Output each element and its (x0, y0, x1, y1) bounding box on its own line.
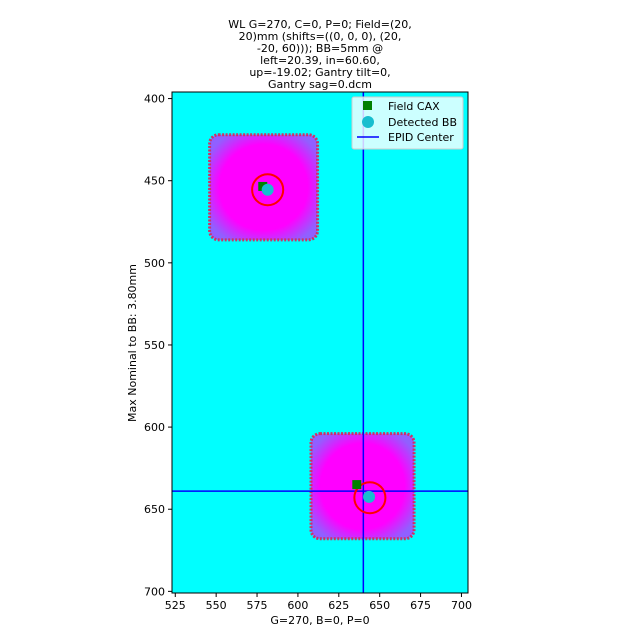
y-tick-label: 450 (144, 175, 165, 188)
legend-label-field-cax: Field CAX (388, 100, 440, 113)
x-tick-label: 700 (451, 599, 472, 612)
chart-title-line-6: Gantry sag=0.dcm (268, 78, 372, 91)
legend-marker-detected-bb (362, 116, 374, 128)
x-tick-label: 650 (369, 599, 390, 612)
chart-title-line-3: -20, 60))); BB=5mm @ (257, 42, 383, 55)
y-tick-label: 500 (144, 257, 165, 270)
legend-label-epid-center: EPID Center (388, 131, 454, 144)
x-tick-label: 625 (328, 599, 349, 612)
y-axis-label: Max Nominal to BB: 3.80mm (126, 264, 139, 422)
chart-title-line-4: left=20.39, in=60.60, (260, 54, 380, 67)
legend-label-detected-bb: Detected BB (388, 116, 457, 129)
bb-outline-2 (353, 481, 387, 515)
bb-outline-1 (251, 173, 285, 207)
x-tick-label: 675 (410, 599, 431, 612)
detected-bb-marker-2 (363, 490, 376, 503)
chart-title-line-2: 20)mm (shifts=((0, 0, 0), (20, (239, 30, 402, 43)
legend-box (351, 96, 464, 150)
chart-title: WL G=270, C=0, P=0; Field=(20, 20)mm (sh… (228, 18, 412, 91)
field-cax-marker-2 (352, 480, 362, 490)
radiation-field-2 (309, 432, 416, 541)
y-tick-label: 600 (144, 421, 165, 434)
plot-area (171, 91, 469, 594)
detected-bb-marker-1 (261, 183, 274, 196)
legend: Field CAX Detected BB EPID Center (351, 96, 464, 150)
x-axis-label: G=270, B=0, P=0 (270, 614, 369, 627)
y-tick-label: 400 (144, 93, 165, 106)
x-tick-label: 600 (287, 599, 308, 612)
y-tick-label: 650 (144, 503, 165, 516)
legend-marker-field-cax (363, 101, 372, 110)
chart-title-line-1: WL G=270, C=0, P=0; Field=(20, (228, 18, 412, 31)
y-tick-label: 550 (144, 339, 165, 352)
x-tick-label: 550 (206, 599, 227, 612)
x-tick-label: 525 (165, 599, 186, 612)
chart-title-line-5: up=-19.02; Gantry tilt=0, (249, 66, 390, 79)
x-tick-label: 575 (247, 599, 268, 612)
y-tick-label: 700 (144, 585, 165, 598)
